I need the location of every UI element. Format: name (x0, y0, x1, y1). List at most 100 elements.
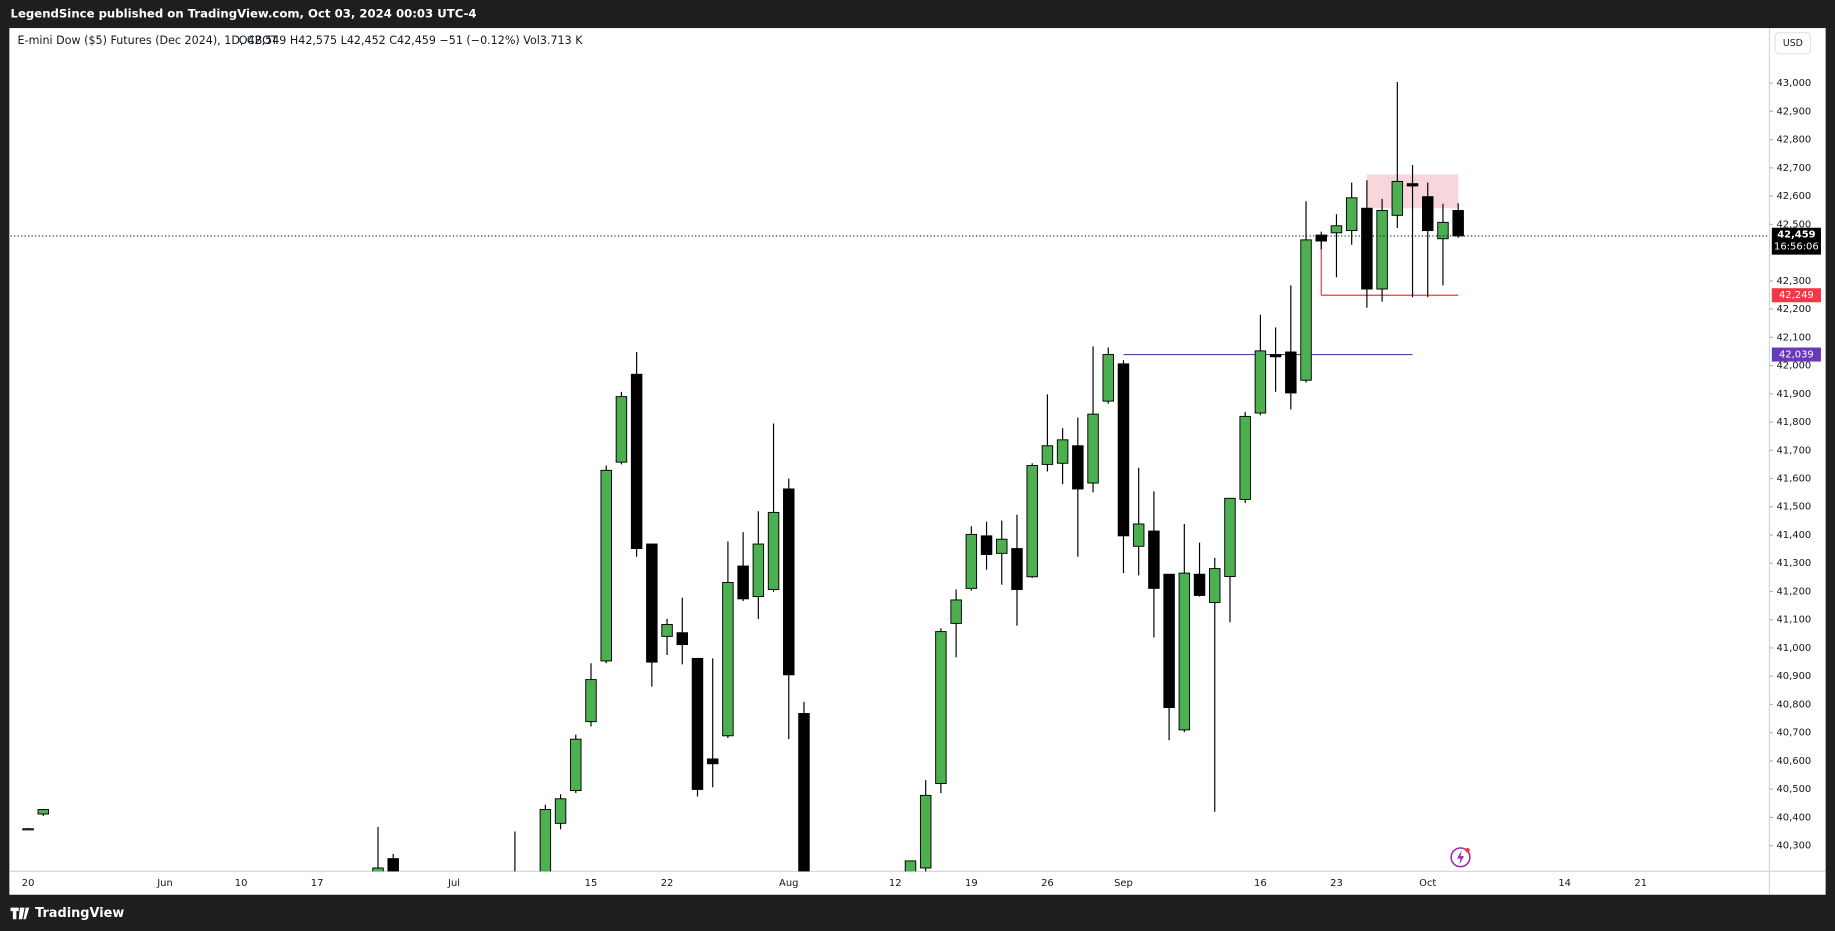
candle-body (1391, 180, 1404, 216)
candle-body (1422, 196, 1434, 232)
x-tick-label: Oct (1419, 878, 1436, 889)
candle-body (22, 828, 34, 831)
plot (10, 82, 1770, 872)
ohlc-values: O42,549 H42,575 L42,452 C42,459 −51 (−0.… (239, 34, 583, 47)
published-note: LegendSince published on TradingView.com… (11, 7, 477, 21)
candle-body (1072, 445, 1084, 490)
candle-body (798, 713, 810, 872)
x-tick-label: 20 (22, 878, 35, 889)
level-tag-label: 42,039 (1779, 350, 1814, 361)
candle-body (372, 867, 384, 872)
y-tick-label: 43,000 (1776, 78, 1811, 89)
x-tick-label: 21 (1634, 878, 1647, 889)
x-tick-label: Sep (1114, 878, 1133, 889)
x-tick-label: 12 (889, 878, 902, 889)
level-tag (1771, 347, 1821, 362)
currency[interactable]: USD (1783, 38, 1803, 49)
candle-body (1254, 350, 1267, 414)
x-tick-label: 10 (235, 878, 248, 889)
candle-body (980, 535, 993, 555)
candle-body (570, 738, 582, 792)
candle-body (1361, 207, 1373, 290)
x-tick-label: 15 (585, 878, 598, 889)
x-tick-label: 26 (1041, 878, 1054, 889)
price-tag-label: 42,459 (1777, 230, 1815, 241)
x-tick-label: 17 (311, 878, 324, 889)
x-tick-label: 14 (1558, 878, 1571, 889)
candle-body (1087, 413, 1099, 484)
x-tick-label: Jun (156, 878, 173, 889)
candle-body (722, 581, 734, 737)
candle-body (1269, 354, 1282, 358)
candle-body (1026, 465, 1038, 578)
candle-body (661, 624, 673, 637)
y-tick-label: 41,200 (1776, 586, 1811, 597)
level-tag (1771, 288, 1821, 303)
candle-body (37, 809, 50, 815)
axes: 40,300 40,400 40,500 40,600 40,700 40,800 40,9… (22, 78, 1821, 889)
candle-body (1376, 210, 1388, 290)
y-tick-label: 42,700 (1776, 163, 1811, 174)
y-tick-label: 42,300 (1776, 276, 1811, 287)
y-tick-label: 40,800 (1776, 699, 1811, 710)
candle-body (646, 543, 658, 663)
x-tick-label: 19 (965, 878, 978, 889)
y-tick-label: 41,600 (1776, 474, 1811, 485)
y-tick-label: 40,900 (1776, 671, 1811, 682)
y-tick-label: 41,000 (1776, 643, 1811, 654)
x-tick-label: Aug (779, 878, 798, 889)
y-tick-label: 41,700 (1776, 445, 1811, 456)
candle-body (783, 488, 795, 676)
candle-body (1345, 197, 1358, 232)
candle-body (1117, 363, 1130, 537)
y-tick-label: 40,700 (1776, 728, 1811, 739)
y-tick-label: 42,600 (1776, 191, 1811, 202)
alert-icon[interactable] (1450, 847, 1471, 868)
candle-body (676, 632, 689, 646)
candle-body (600, 469, 612, 662)
symbol: E-mini Dow ($5) Futures (Dec 2024), 1D, … (18, 34, 278, 47)
x-tick-label: 16 (1254, 878, 1267, 889)
footer-logo (10, 907, 30, 920)
y-tick-label: 41,500 (1776, 502, 1811, 513)
candle-body (1041, 445, 1054, 465)
x-tick-label: Jul (447, 878, 460, 889)
x-tick-label: 22 (661, 878, 674, 889)
candle-body (585, 679, 597, 723)
candle-body (1406, 183, 1419, 187)
candle-body (1132, 523, 1145, 547)
x-tick-label: 23 (1330, 878, 1343, 889)
currency-button[interactable] (1774, 32, 1812, 55)
y-tick-label: 41,900 (1776, 389, 1811, 400)
y-tick-label: 42,100 (1776, 332, 1811, 343)
candle-body (919, 794, 932, 869)
candle-body (691, 657, 704, 790)
candle-body (737, 565, 749, 600)
candle-body (935, 631, 947, 784)
candle-body (1163, 573, 1175, 709)
candle-body (1437, 221, 1449, 240)
candle-body (1148, 530, 1160, 589)
candle-body (996, 538, 1008, 554)
candle-body (630, 373, 643, 550)
y-tick-label: 41,100 (1776, 615, 1811, 626)
chart-panel (9, 28, 1826, 895)
y-tick-label: 40,300 (1776, 841, 1811, 852)
candle-body (706, 758, 719, 765)
candle-body (1209, 568, 1221, 603)
candle-body (1239, 415, 1251, 500)
candle-body (1285, 351, 1297, 394)
y-tick-label: 40,600 (1776, 756, 1811, 767)
y-tick-label: 42,500 (1776, 219, 1811, 230)
y-tick-label: 41,800 (1776, 417, 1811, 428)
candle-body (752, 543, 765, 598)
candle-body (1330, 225, 1343, 234)
candle-body (1056, 439, 1069, 464)
candle-body (965, 533, 978, 589)
candle-body (1300, 239, 1312, 381)
candle-body (1178, 572, 1191, 731)
candle-body (554, 798, 567, 824)
candle-body (1193, 573, 1206, 596)
